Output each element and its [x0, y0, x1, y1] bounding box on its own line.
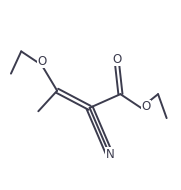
- Text: O: O: [113, 53, 122, 66]
- Text: O: O: [38, 55, 47, 68]
- Text: N: N: [106, 147, 115, 161]
- Text: O: O: [141, 101, 150, 113]
